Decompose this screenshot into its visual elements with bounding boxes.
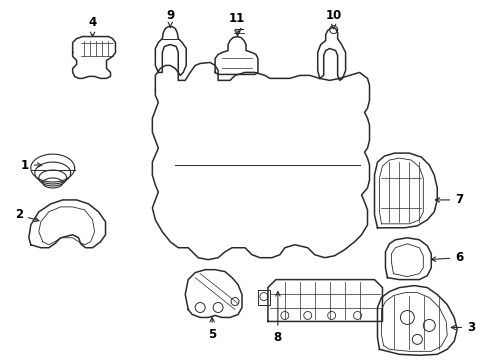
Text: 3: 3 — [450, 321, 474, 334]
Text: 6: 6 — [430, 251, 462, 264]
Text: 11: 11 — [228, 12, 244, 35]
Text: 2: 2 — [15, 208, 39, 222]
Text: 1: 1 — [21, 158, 41, 172]
Text: 7: 7 — [434, 193, 462, 206]
Text: 4: 4 — [88, 16, 97, 36]
Text: 10: 10 — [325, 9, 341, 28]
Text: 8: 8 — [273, 292, 282, 344]
Text: 5: 5 — [207, 318, 216, 341]
Text: 9: 9 — [166, 9, 174, 28]
